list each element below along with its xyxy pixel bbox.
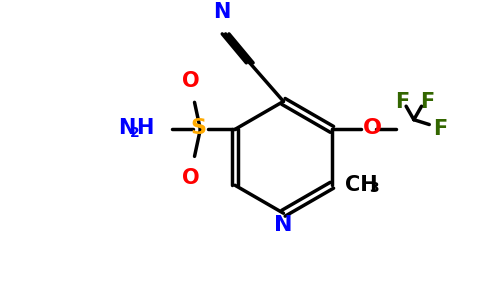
Text: N: N — [119, 118, 136, 138]
Text: 3: 3 — [369, 181, 379, 195]
Text: N: N — [213, 2, 230, 22]
Text: O: O — [363, 118, 382, 138]
Text: CH: CH — [346, 175, 378, 195]
Text: F: F — [420, 92, 435, 112]
Text: H: H — [136, 118, 153, 138]
Text: 2: 2 — [130, 126, 139, 140]
Text: F: F — [433, 119, 447, 139]
Text: F: F — [395, 92, 409, 112]
Text: O: O — [182, 168, 199, 188]
Text: O: O — [182, 71, 199, 91]
Text: S: S — [190, 118, 206, 138]
Text: N: N — [274, 215, 293, 235]
